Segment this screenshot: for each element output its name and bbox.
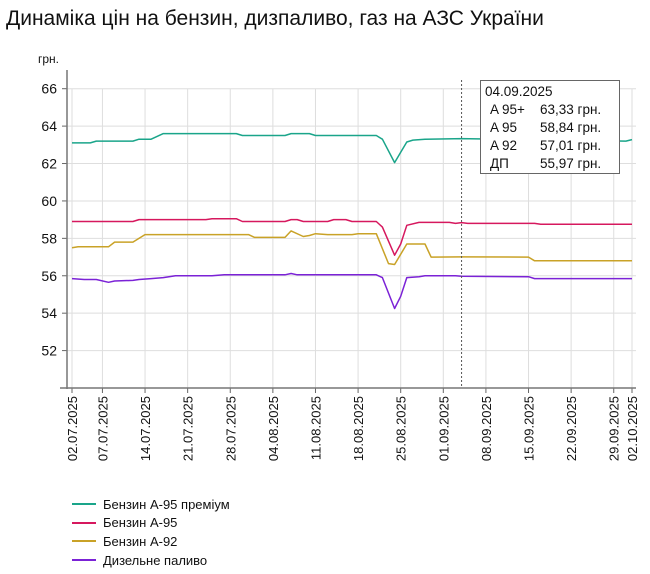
x-tick-label: 04.08.2025 [266,396,281,461]
legend-item[interactable]: Бензин А-92 [72,532,230,551]
x-tick-label: 21.07.2025 [181,396,196,461]
tooltip-row: A 92 57,01 грн. [485,137,619,155]
legend-swatch [72,540,96,543]
x-tick-label: 02.07.2025 [65,396,80,461]
x-tick-label: 14.07.2025 [138,396,153,461]
tooltip-value: 58,84 грн. [540,120,602,135]
tooltip-value: 57,01 грн. [540,138,602,153]
tooltip-date: 04.09.2025 [485,83,619,101]
legend-label: Бензин А-95 [103,515,178,531]
legend-item[interactable]: Бензин А-95 [72,514,230,533]
legend-swatch [72,503,96,506]
legend-label: Бензин А-95 преміум [103,496,230,512]
y-tick-label: 52 [41,343,57,359]
series-line-4 [71,272,632,310]
tooltip-value: 55,97 грн. [540,156,602,171]
x-tick-label: 29.09.2025 [607,396,622,461]
x-tick-label: 25.08.2025 [394,396,409,461]
x-tick-label: 28.07.2025 [223,396,238,461]
tooltip-value: 63,33 грн. [540,102,602,117]
chart-title: Динаміка цін на бензин, дизпаливо, газ н… [6,7,544,30]
legend: Бензин А-95 преміум Бензин А-95 Бензин А… [72,495,230,569]
y-tick-label: 64 [41,118,57,134]
y-tick-label: 58 [41,230,57,246]
series-line-3 [71,230,632,266]
x-tick-label: 01.09.2025 [436,396,451,461]
tooltip-label: A 95 [490,120,518,135]
tooltip-label: A 95+ [490,102,525,117]
legend-label: Бензин А-92 [103,533,178,549]
x-tick-label: 08.09.2025 [479,396,494,461]
y-tick-label: 56 [41,268,57,284]
tooltip-label: ДП [490,156,509,171]
legend-item[interactable]: Дизельне паливо [72,551,230,570]
x-tick-label: 02.10.2025 [625,396,640,461]
y-tick-label: 54 [41,305,57,321]
legend-item[interactable]: Бензин А-95 преміум [72,495,230,514]
y-axis-label: грн. [38,52,59,66]
hover-tooltip: 04.09.2025 A 95+ 63,33 грн. A 95 58,84 грн… [480,80,620,174]
legend-swatch [72,559,96,562]
tooltip-date-text: 04.09.2025 [485,84,553,99]
tooltip-row: A 95 58,84 грн. [485,119,619,137]
y-tick-label: 66 [41,81,57,97]
tooltip-row: ДП 55,97 грн. [485,155,619,173]
y-tick-label: 62 [41,156,57,172]
tooltip-row: A 95+ 63,33 грн. [485,101,619,119]
x-tick-label: 22.09.2025 [564,396,579,461]
x-tick-label: 18.08.2025 [351,396,366,461]
x-tick-label: 15.09.2025 [522,396,537,461]
tooltip-label: A 92 [490,138,518,153]
y-tick-label: 60 [41,193,57,209]
x-tick-label: 11.08.2025 [308,396,323,460]
x-tick-label: 07.07.2025 [95,396,110,461]
legend-label: Дизельне паливо [103,552,208,568]
legend-swatch [72,521,96,524]
series-line-1 [72,132,633,164]
series-line-2 [72,217,632,256]
